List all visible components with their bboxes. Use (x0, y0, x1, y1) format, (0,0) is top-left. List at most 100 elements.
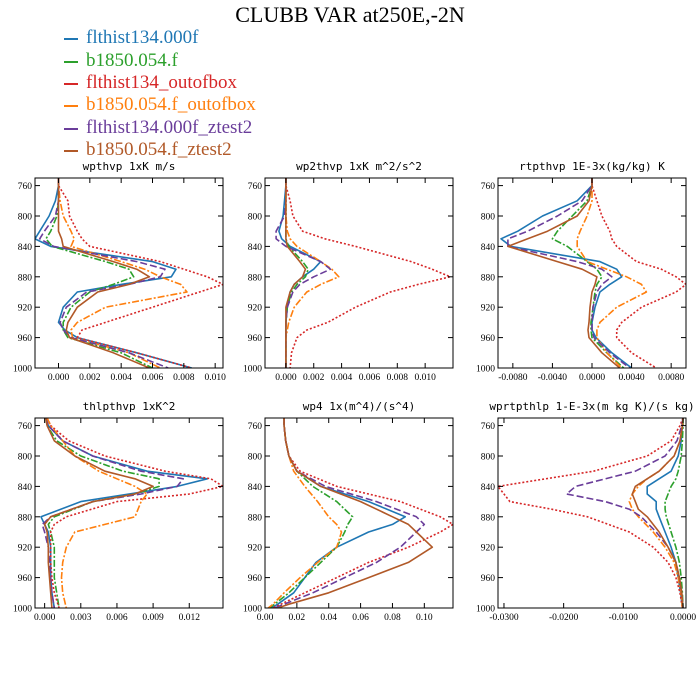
panel-title: wprtpthlp 1-E-3x(m kg K)/(s kg) (489, 400, 694, 413)
y-tick-label: 960 (18, 334, 33, 344)
x-tick-label: 0.04 (320, 613, 337, 623)
legend-label: b1850.054.f (86, 49, 178, 71)
series-line (272, 418, 453, 608)
legend-item: flthist134.000f (64, 27, 256, 49)
y-tick-label: 800 (248, 213, 263, 223)
legend-item: flthist134_outofbox (64, 72, 256, 94)
x-tick-label: -0.0040 (538, 373, 568, 383)
chart-panel: wprtpthlp 1-E-3x(m kg K)/(s kg) 760 800 840… (476, 400, 696, 623)
legend-swatch (64, 127, 78, 130)
x-tick-label: 0.006 (106, 613, 128, 623)
y-tick-label: 920 (18, 544, 33, 554)
series-line (57, 178, 151, 368)
legend-swatch (64, 38, 78, 41)
chart-panel: wpthvp 1xK m/s 760 800 840 880 920 960 1000 0.00… (13, 160, 226, 383)
series-line (507, 178, 631, 368)
legend-label: flthist134.000f (86, 27, 199, 49)
legend-swatch (64, 82, 78, 85)
legend-label: b1850.054.f_ztest2 (86, 139, 232, 161)
y-tick-label: 760 (481, 422, 496, 432)
series-line (285, 178, 340, 368)
plot-frame (34, 417, 224, 609)
y-tick-label: 960 (481, 574, 496, 584)
x-tick-label: 0.002 (79, 373, 101, 383)
series-line (46, 418, 148, 608)
y-tick-label: 920 (18, 304, 33, 314)
series-line (576, 178, 648, 368)
y-tick-label: 920 (481, 544, 496, 554)
series-line (277, 418, 434, 608)
series-line (500, 178, 633, 368)
y-tick-label: 880 (248, 273, 263, 283)
chart-panel: wp2thvp 1xK m^2/s^2 760 800 840 880 920 960 100… (243, 160, 454, 383)
y-tick-label: 1000 (476, 605, 495, 615)
plot-frame (497, 177, 687, 369)
series-line (591, 178, 686, 368)
y-tick-label: 920 (248, 544, 263, 554)
series-line (507, 178, 621, 368)
legend-label: b1850.054.f_outofbox (86, 94, 256, 116)
panel-title: rtpthvp 1E-3x(kg/kg) K (519, 160, 665, 173)
y-tick-label: 840 (18, 243, 33, 253)
series-line (285, 178, 310, 368)
series-line (551, 178, 625, 368)
x-tick-label: 0.00 (257, 613, 274, 623)
y-tick-label: 920 (248, 304, 263, 314)
y-tick-label: 960 (481, 334, 496, 344)
plot-frame (264, 417, 454, 609)
legend-label: flthist134_outofbox (86, 71, 237, 93)
y-tick-label: 840 (248, 483, 263, 493)
legend: flthist134.000f b1850.054.f flthist134_o… (64, 27, 256, 161)
panel-title: wpthvp 1xK m/s (83, 160, 176, 173)
plot-frame (34, 177, 224, 369)
x-tick-label: 0.06 (352, 613, 369, 623)
legend-item: b1850.054.f_ztest2 (64, 139, 256, 161)
y-tick-label: 880 (248, 513, 263, 523)
x-tick-label: 0.002 (303, 373, 325, 383)
y-tick-label: 880 (18, 273, 33, 283)
series-line (285, 178, 307, 368)
y-tick-label: 760 (248, 182, 263, 192)
series-line (664, 418, 684, 608)
legend-swatch (64, 60, 78, 63)
y-tick-label: 920 (481, 304, 496, 314)
y-tick-label: 800 (18, 213, 33, 223)
y-tick-label: 880 (481, 513, 496, 523)
y-tick-label: 960 (248, 334, 263, 344)
x-tick-label: 0.10 (416, 613, 433, 623)
y-tick-label: 1000 (476, 365, 495, 375)
series-line (498, 418, 684, 608)
chart-panel: thlpthvp 1xK^276080084088092096010000.00… (13, 400, 224, 623)
series-line (38, 178, 169, 368)
x-tick-label: 0.010 (414, 373, 436, 383)
panel-title: wp4 1x(m^4)/(s^4) (303, 400, 416, 413)
y-tick-label: 1000 (13, 365, 32, 375)
chart-panel: rtpthvp 1E-3x(kg/kg) K 760 800 840 880 920 960… (476, 160, 687, 383)
x-tick-label: 0.000 (48, 373, 70, 383)
series-line (285, 178, 452, 368)
y-tick-label: 800 (248, 453, 263, 463)
x-tick-label: -0.0100 (609, 613, 639, 623)
legend-swatch (64, 150, 78, 153)
chart-panel: wp4 1x(m^4)/(s^4)76080084088092096010000… (243, 400, 454, 623)
x-tick-label: 0.0080 (658, 373, 684, 383)
y-tick-label: 840 (481, 243, 496, 253)
series-line (46, 418, 223, 608)
series-line (45, 178, 153, 368)
y-tick-label: 1000 (13, 605, 32, 615)
x-tick-label: 0.009 (142, 613, 164, 623)
x-tick-label: 0.004 (110, 373, 132, 383)
x-tick-label: 0.006 (142, 373, 164, 383)
x-tick-label: 0.000 (275, 373, 297, 383)
series-line (565, 418, 684, 608)
series-line (57, 178, 188, 368)
x-tick-label: 0.0000 (670, 613, 696, 623)
y-tick-label: 800 (481, 453, 496, 463)
x-tick-label: 0.003 (70, 613, 92, 623)
legend-label: flthist134.000f_ztest2 (86, 116, 253, 138)
series-line (43, 418, 154, 608)
y-tick-label: 960 (248, 574, 263, 584)
y-tick-label: 1000 (243, 605, 262, 615)
y-tick-label: 760 (481, 182, 496, 192)
